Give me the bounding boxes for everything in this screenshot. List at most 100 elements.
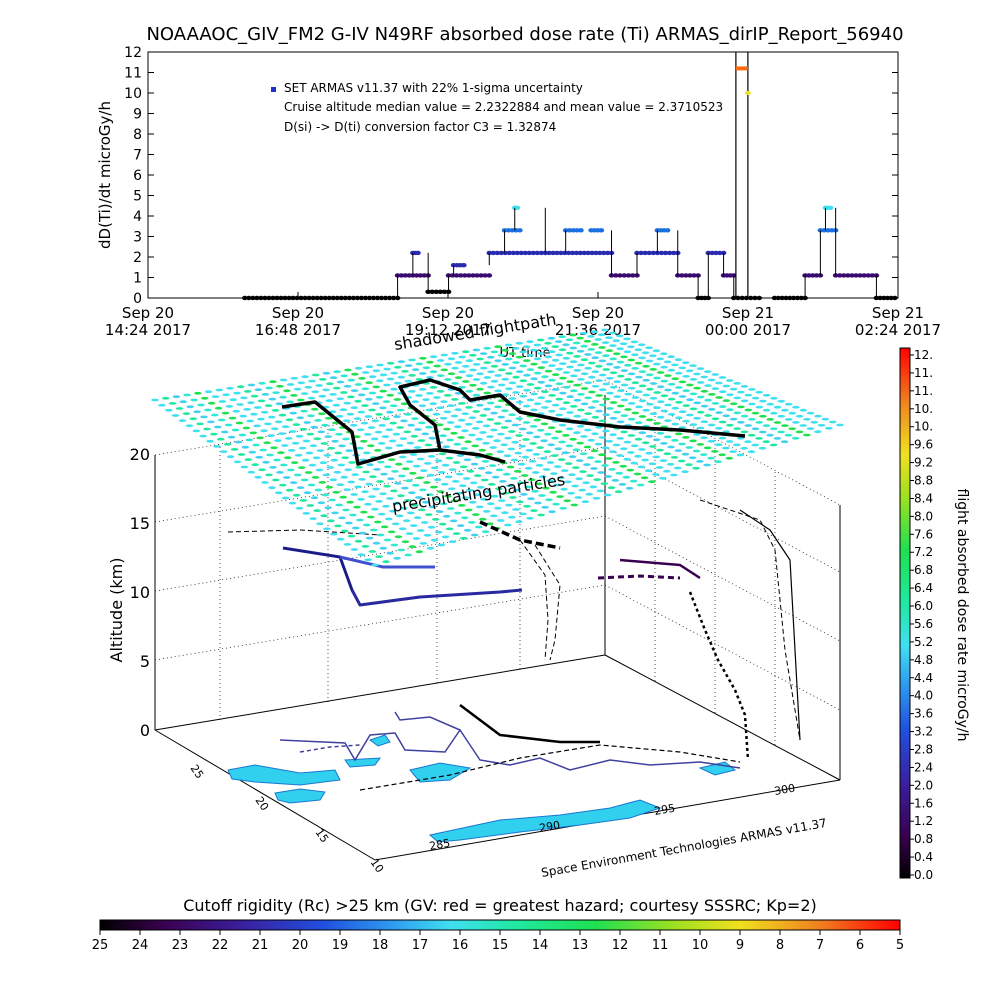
particle-dot bbox=[740, 430, 749, 434]
particle-dot bbox=[261, 410, 269, 414]
particle-dot bbox=[515, 400, 524, 404]
particle-dot bbox=[636, 483, 645, 487]
particle-dot bbox=[726, 379, 734, 382]
particle-dot bbox=[262, 460, 270, 464]
particle-dot bbox=[476, 505, 484, 509]
data-point bbox=[374, 295, 381, 301]
particle-dot bbox=[290, 394, 298, 397]
particle-dot bbox=[374, 449, 382, 452]
particle-dot bbox=[755, 421, 763, 424]
x-tick-label-time: 00:00 2017 bbox=[705, 321, 791, 339]
particle-dot bbox=[345, 449, 353, 452]
particle-dot bbox=[346, 500, 354, 504]
particle-dot bbox=[242, 426, 251, 430]
particle-dot bbox=[707, 439, 716, 443]
particle-dot bbox=[368, 495, 376, 498]
particle-dot bbox=[399, 437, 408, 440]
particle-dot bbox=[274, 439, 282, 442]
particle-dot bbox=[584, 412, 592, 415]
particle-dot bbox=[588, 375, 596, 379]
particle-dot bbox=[615, 334, 624, 338]
particle-dot bbox=[458, 504, 466, 507]
particle-dot bbox=[751, 396, 760, 400]
particle-dot bbox=[393, 556, 401, 560]
particle-dot bbox=[158, 403, 166, 407]
particle-dot bbox=[641, 351, 650, 355]
particle-dot bbox=[454, 511, 462, 515]
particle-dot bbox=[526, 383, 535, 386]
particle-dot bbox=[726, 423, 734, 427]
particle-dot bbox=[656, 448, 664, 452]
particle-dot bbox=[538, 494, 546, 497]
particle-dot bbox=[803, 433, 811, 437]
particle-dot bbox=[613, 395, 621, 398]
particle-dot bbox=[364, 415, 373, 418]
bottom-colorbar-tick-label: 9 bbox=[736, 938, 744, 953]
particle-dot bbox=[386, 551, 395, 555]
particle-dot bbox=[232, 409, 241, 413]
particle-dot bbox=[323, 454, 332, 457]
particle-dot bbox=[408, 491, 416, 495]
particle-dot bbox=[630, 461, 638, 465]
particle-dot bbox=[504, 436, 512, 440]
data-point bbox=[482, 273, 489, 278]
particle-dot bbox=[514, 451, 523, 455]
particle-dot bbox=[586, 456, 595, 460]
particle-dot bbox=[426, 376, 434, 379]
particle-dot bbox=[729, 402, 738, 406]
particle-dot bbox=[426, 546, 435, 550]
y-tick-label: 3 bbox=[133, 230, 142, 246]
particle-dot bbox=[682, 404, 691, 407]
particle-dot bbox=[714, 460, 722, 464]
particle-dot bbox=[515, 520, 523, 524]
particle-dot bbox=[272, 391, 280, 394]
particle-dot bbox=[553, 465, 562, 468]
particle-dot bbox=[733, 427, 741, 430]
particle-dot bbox=[454, 408, 463, 412]
particle-dot bbox=[376, 480, 384, 483]
particle-dot bbox=[689, 407, 698, 411]
particle-dot bbox=[541, 360, 549, 364]
particle-dot bbox=[501, 377, 510, 381]
particle-dot bbox=[328, 428, 336, 432]
data-point bbox=[258, 295, 264, 301]
particle-dot bbox=[591, 370, 600, 374]
data-point bbox=[318, 295, 324, 301]
particle-dot bbox=[487, 385, 495, 389]
particle-dot bbox=[726, 393, 734, 397]
particle-dot bbox=[568, 455, 577, 459]
particle-dot bbox=[715, 426, 723, 430]
particle-dot bbox=[368, 550, 377, 553]
particle-dot bbox=[374, 520, 382, 524]
particle-dot bbox=[543, 450, 552, 453]
data-point bbox=[892, 295, 898, 301]
particle-dot bbox=[390, 371, 399, 375]
particle-dot bbox=[648, 480, 656, 484]
particle-dot bbox=[550, 454, 559, 457]
particle-dot bbox=[379, 492, 387, 496]
particle-dot bbox=[549, 490, 557, 494]
altitude-tick-label: 10 bbox=[130, 583, 150, 602]
particle-dot bbox=[410, 434, 419, 438]
particle-dot bbox=[347, 395, 355, 399]
particle-dot bbox=[711, 450, 719, 453]
particle-dot bbox=[217, 437, 225, 441]
particle-dot bbox=[671, 439, 679, 442]
particle-dot bbox=[748, 402, 756, 406]
particle-dot bbox=[494, 374, 502, 377]
particle-dot bbox=[707, 378, 716, 382]
particle-dot bbox=[689, 439, 697, 443]
particle-dot bbox=[442, 514, 451, 518]
particle-dot bbox=[557, 476, 565, 480]
particle-dot bbox=[334, 524, 342, 528]
particle-dot bbox=[445, 456, 454, 460]
particle-dot bbox=[178, 419, 187, 422]
particle-dot bbox=[573, 398, 582, 402]
particle-dot bbox=[214, 406, 223, 410]
particle-dot bbox=[316, 449, 325, 452]
particle-dot bbox=[322, 388, 330, 392]
particle-dot bbox=[468, 416, 477, 420]
particle-dot bbox=[449, 519, 458, 523]
particle-dot bbox=[759, 414, 767, 418]
